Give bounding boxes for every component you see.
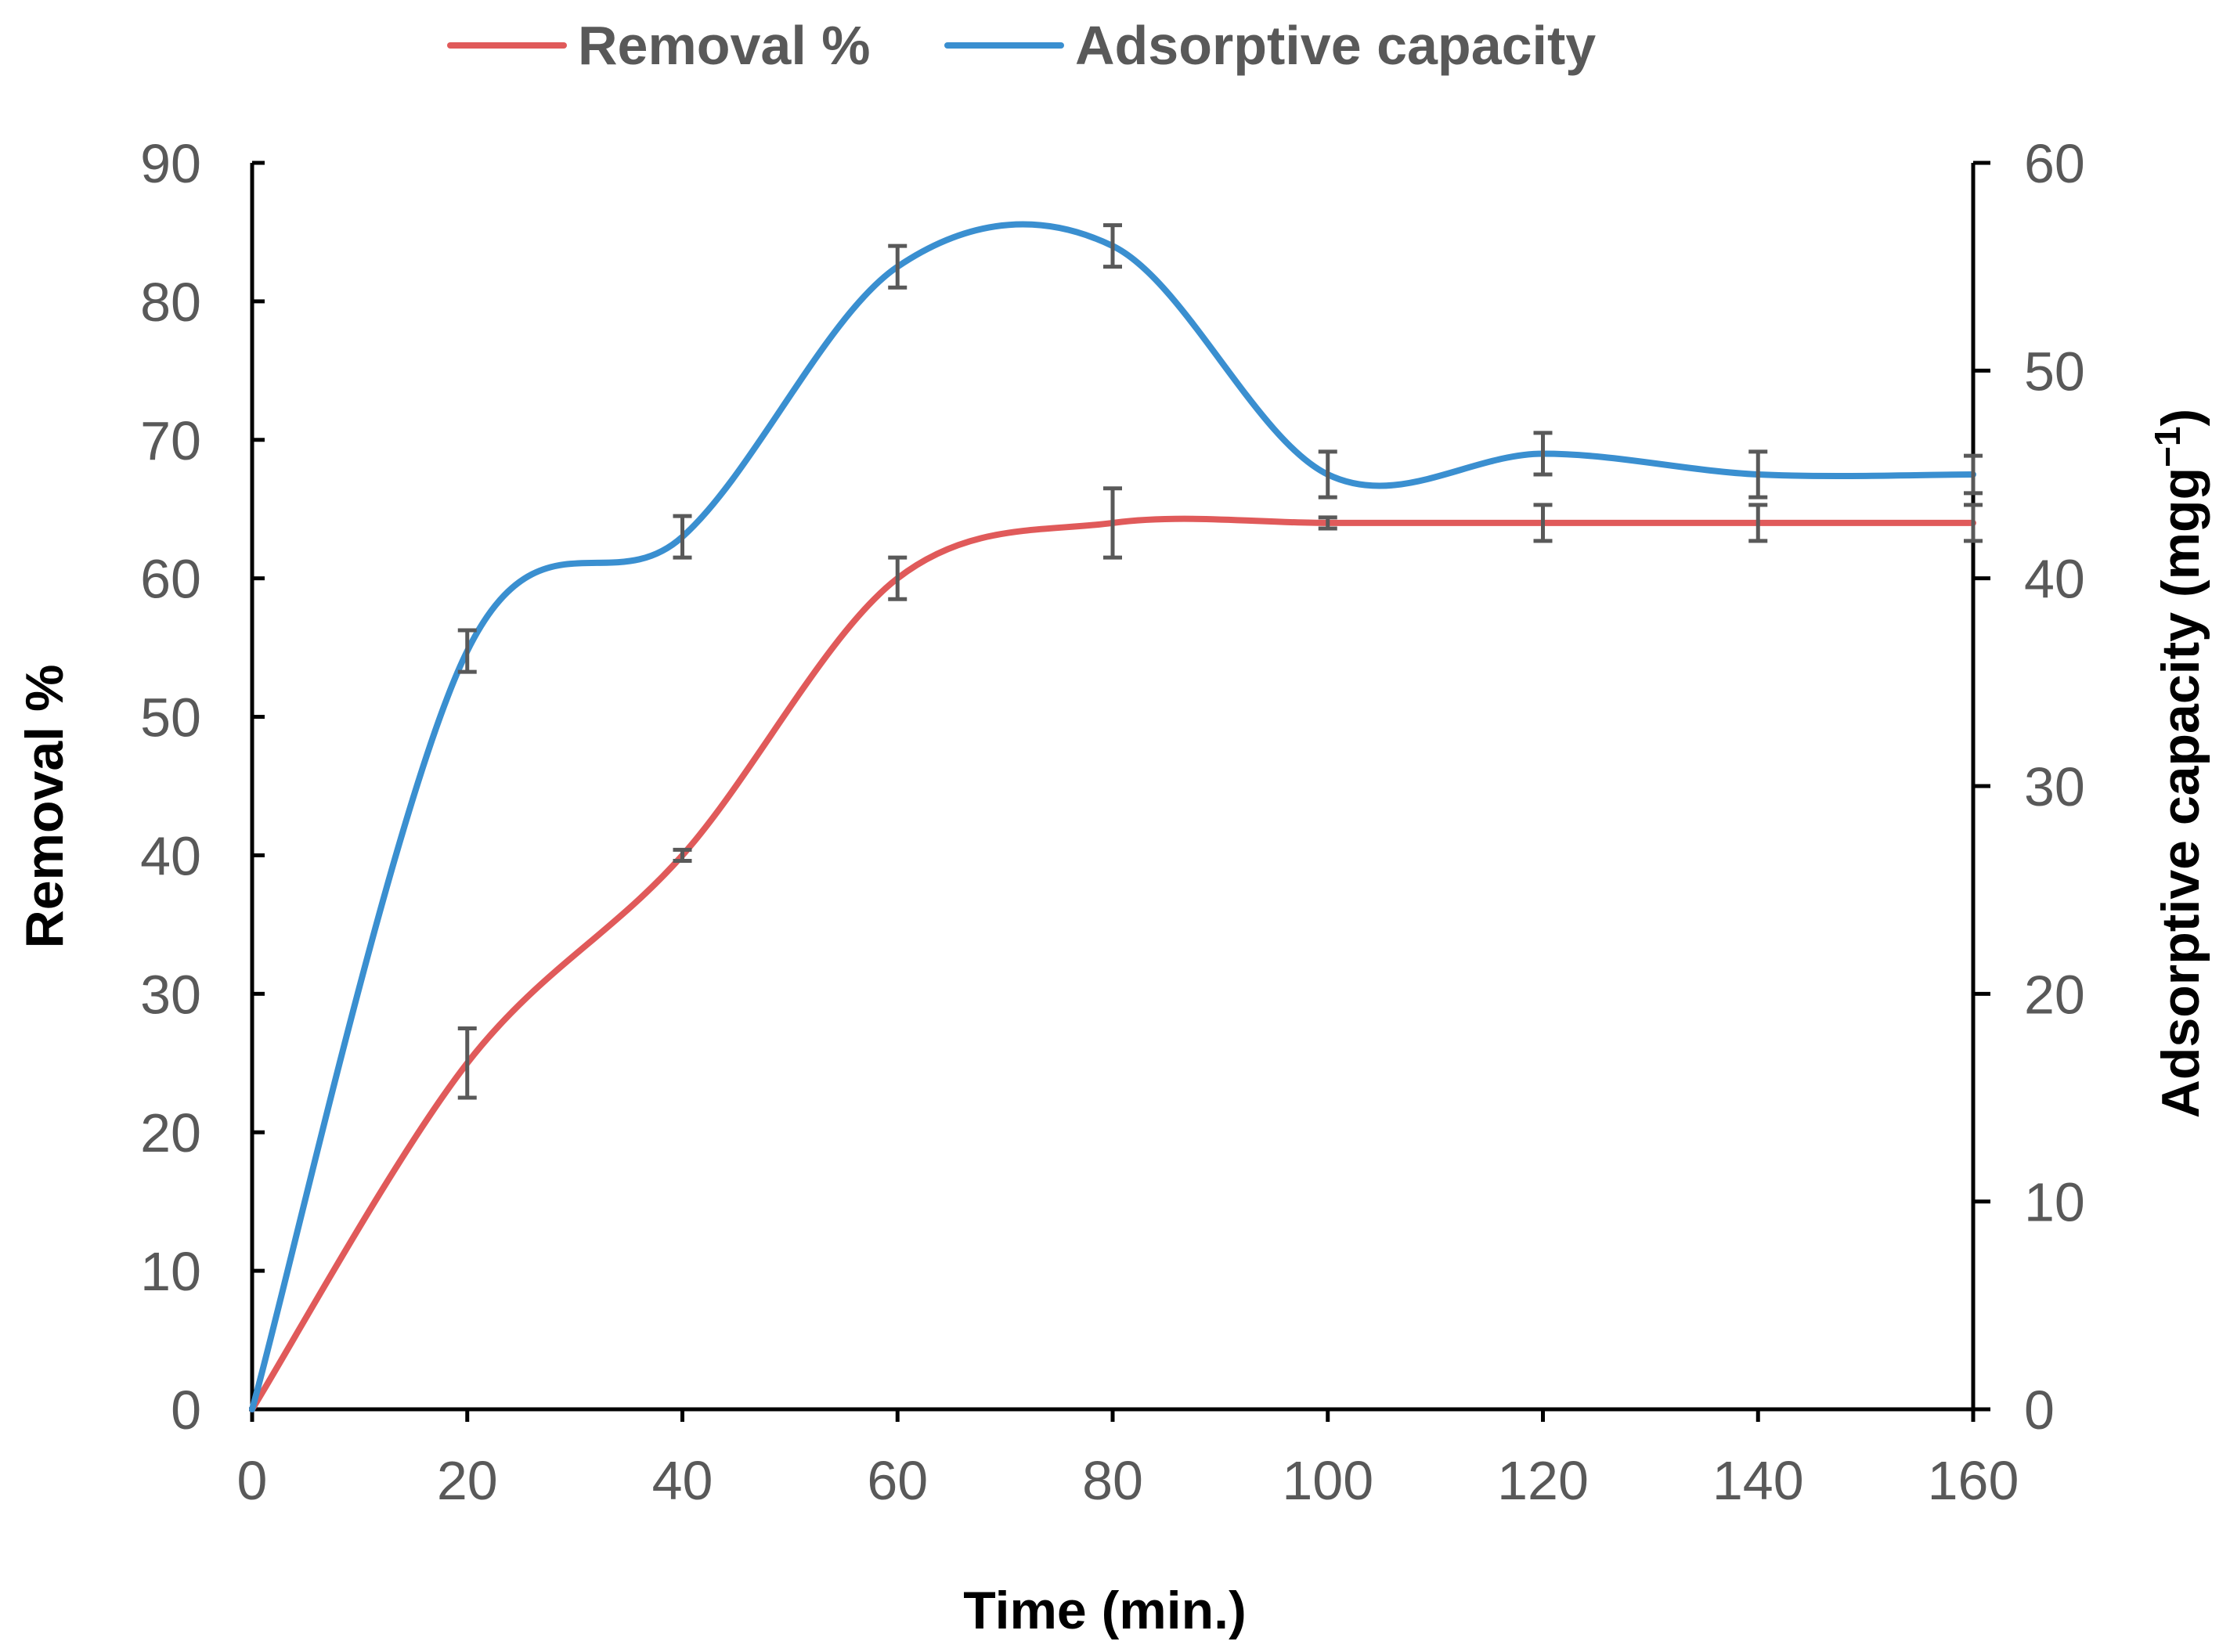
x-tick-label: 80 (1082, 1450, 1143, 1511)
y2-tick-label: 60 (2024, 133, 2085, 194)
y2-axis-title: Adsorptive capacity (mgg−1) (2147, 409, 2210, 1118)
y-tick-label: 70 (140, 410, 201, 471)
x-tick-label: 0 (237, 1450, 268, 1511)
y-tick-label: 10 (140, 1241, 201, 1302)
x-tick-label: 160 (1928, 1450, 2019, 1511)
y-tick-label: 30 (140, 964, 201, 1025)
x-tick-label: 100 (1282, 1450, 1373, 1511)
error-bar (457, 628, 477, 674)
y-axis-title: Removal % (15, 665, 74, 949)
series-line-removal (249, 515, 1976, 1412)
error-bar (673, 847, 692, 864)
error-bar (888, 555, 908, 601)
series-line-adsorptive (249, 221, 1976, 1412)
x-tick-label: 40 (652, 1450, 713, 1511)
y-tick-label: 90 (140, 133, 201, 194)
axes (249, 163, 1976, 1412)
error-bar (1964, 453, 1983, 496)
y-tick-label: 50 (140, 687, 201, 748)
y2-tick-label: 50 (2024, 341, 2085, 402)
x-tick-label: 140 (1712, 1450, 1804, 1511)
y2-axis-title-sup: −1 (2147, 426, 2188, 467)
y2-axis-title-end: ) (2151, 409, 2210, 427)
error-bar (1748, 503, 1768, 543)
error-bar (1533, 431, 1553, 477)
x-tick-label: 120 (1497, 1450, 1589, 1511)
y-tick-label: 40 (140, 825, 201, 886)
y2-tick-label: 20 (2024, 964, 2085, 1025)
y2-tick-label: 40 (2024, 549, 2085, 610)
y2-tick-label: 30 (2024, 756, 2085, 817)
series-lines (249, 221, 1976, 1412)
x-axis-title: Time (min.) (963, 1581, 1246, 1640)
y2-tick-label: 0 (2024, 1380, 2055, 1441)
y-tick-label: 60 (140, 549, 201, 610)
error-bar (457, 1026, 477, 1100)
y2-tick-label: 10 (2024, 1172, 2085, 1233)
x-tick-label: 60 (867, 1450, 928, 1511)
x-tick-label: 20 (437, 1450, 498, 1511)
error-bar (1748, 449, 1768, 500)
y-tick-label: 0 (171, 1380, 201, 1441)
legend-label-removal: Removal % (578, 15, 870, 76)
error-bar (888, 243, 908, 290)
ticks: 0 10 20 30 40 50 60 70 80 90 0 10 20 30 40 50 60 0 20 40 60 8… (140, 133, 2085, 1511)
error-bar (1533, 503, 1553, 543)
error-bars (457, 223, 1983, 1100)
error-bar (1103, 223, 1122, 269)
y-tick-label: 20 (140, 1102, 201, 1163)
error-bar (1964, 503, 1983, 543)
error-bar (1318, 449, 1337, 500)
y-tick-label: 80 (140, 272, 201, 333)
error-bar (1318, 515, 1337, 531)
error-bar (673, 514, 692, 560)
error-bar (1103, 486, 1122, 560)
legend-label-adsorptive: Adsorptive capacity (1075, 15, 1596, 76)
y2-axis-title-main: Adsorptive capacity (mgg (2151, 467, 2210, 1118)
legend: Removal % Adsorptive capacity (447, 15, 1596, 76)
